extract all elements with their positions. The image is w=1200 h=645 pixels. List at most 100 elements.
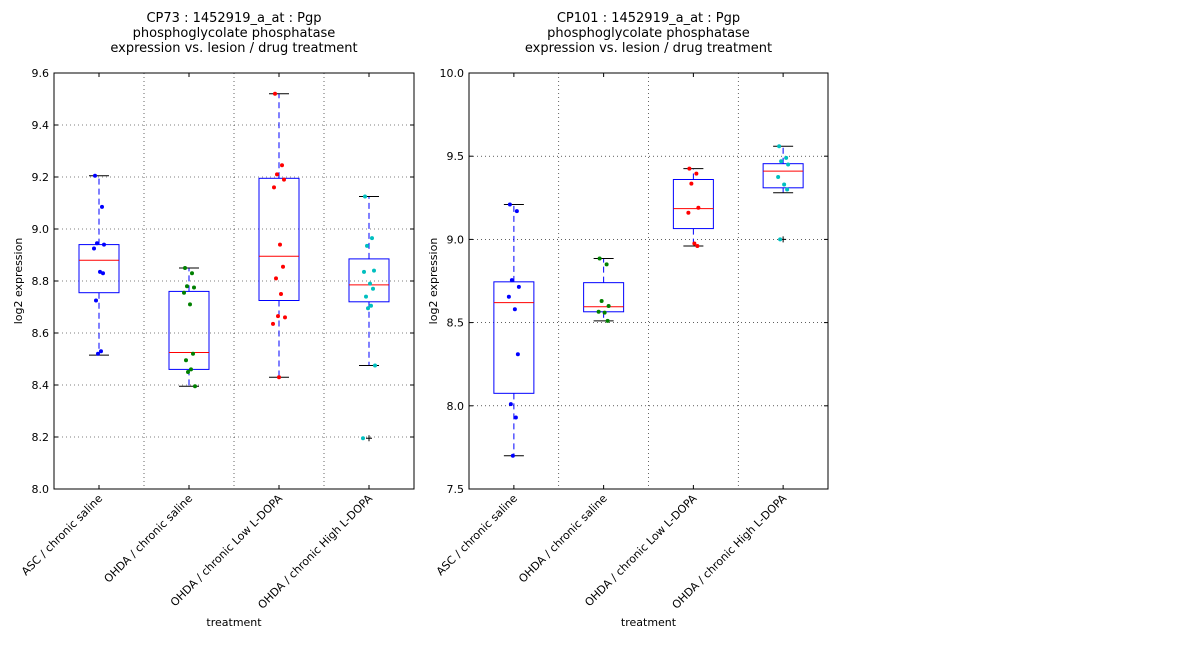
data-point: [686, 210, 691, 215]
box-group-4: [762, 144, 804, 243]
data-point: [361, 436, 365, 441]
data-point: [274, 276, 278, 281]
chart-title-line: phosphoglycolate phosphatase: [547, 26, 750, 41]
data-point: [778, 237, 783, 242]
data-point: [597, 256, 602, 261]
box-iqr: [258, 177, 300, 301]
y-tick-label: 8.4: [32, 379, 50, 392]
x-tick-label: OHDA / chronic saline: [102, 492, 196, 586]
data-point: [278, 242, 282, 247]
data-point: [516, 284, 521, 289]
data-point: [687, 166, 692, 171]
data-point: [362, 269, 366, 274]
data-point: [776, 175, 781, 179]
data-point: [277, 375, 281, 380]
box-group-2: [583, 256, 625, 323]
data-point: [689, 181, 694, 186]
data-point: [102, 242, 106, 247]
data-point: [366, 306, 370, 311]
x-tick-label: ASC / chronic saline: [19, 492, 105, 578]
data-point: [785, 187, 790, 192]
data-point: [183, 266, 187, 270]
data-point: [606, 303, 611, 308]
chart-title-line: CP101 : 1452919_a_at : Pgp: [557, 11, 740, 26]
data-point: [368, 281, 372, 286]
data-point: [515, 352, 520, 357]
data-point: [93, 173, 97, 178]
y-axis-label: log2 expression: [12, 238, 25, 325]
data-point: [188, 302, 192, 307]
data-point: [596, 309, 601, 314]
data-point: [271, 321, 275, 326]
y-axis-label: log2 expression: [427, 238, 440, 325]
data-point: [514, 209, 519, 214]
data-point: [507, 202, 512, 207]
data-point: [365, 243, 369, 248]
data-point: [605, 318, 610, 323]
data-point: [604, 262, 609, 267]
box-group-4: [348, 194, 390, 442]
data-point: [279, 292, 283, 296]
data-point: [777, 144, 782, 149]
data-point: [602, 310, 607, 315]
data-point: [506, 294, 511, 299]
y-tick-label: 9.0: [447, 233, 465, 246]
chart-title-line: expression vs. lesion / drug treatment: [525, 41, 772, 56]
data-point: [692, 241, 697, 246]
data-point: [191, 351, 195, 356]
y-tick-label: 8.5: [447, 317, 465, 330]
data-point: [276, 314, 280, 319]
data-point: [779, 159, 784, 164]
data-point: [363, 194, 367, 199]
y-tick-label: 8.2: [32, 431, 50, 444]
data-point: [371, 286, 375, 291]
y-tick-label: 7.5: [447, 483, 465, 496]
box-iqr: [78, 244, 120, 294]
chart-title-line: CP73 : 1452919_a_at : Pgp: [146, 11, 321, 26]
box-group-3: [672, 166, 714, 249]
data-point: [101, 271, 105, 276]
y-tick-label: 8.0: [447, 400, 465, 413]
data-point: [696, 205, 701, 210]
box-iqr: [672, 178, 714, 230]
data-point: [364, 294, 368, 299]
plot-frame: [53, 72, 415, 490]
data-point: [282, 177, 286, 182]
data-point: [190, 271, 194, 276]
y-tick-label: 9.2: [32, 171, 50, 184]
data-point: [695, 244, 700, 249]
x-axis-label: treatment: [621, 616, 677, 629]
box-group-1: [493, 202, 535, 458]
data-point: [373, 363, 377, 368]
plot-frame: [468, 72, 829, 490]
data-point: [782, 182, 787, 187]
data-point: [283, 315, 287, 320]
data-point: [185, 284, 189, 289]
data-point: [508, 402, 513, 407]
data-point: [186, 370, 190, 374]
data-point: [273, 91, 277, 96]
x-tick-label: OHDA / chronic saline: [516, 492, 610, 586]
data-point: [369, 303, 373, 308]
data-point: [189, 367, 193, 372]
data-point: [98, 269, 102, 274]
data-point: [272, 185, 276, 190]
y-tick-label: 8.8: [32, 275, 50, 288]
y-tick-label: 8.0: [32, 483, 50, 496]
x-axis-label: treatment: [206, 616, 262, 629]
data-point: [100, 204, 104, 209]
data-point: [96, 351, 100, 356]
y-tick-label: 9.5: [447, 150, 465, 163]
box-group-3: [258, 91, 300, 380]
data-point: [95, 241, 99, 246]
data-point: [94, 298, 98, 303]
y-tick-label: 9.4: [32, 119, 50, 132]
y-tick-label: 10.0: [440, 67, 465, 80]
data-point: [281, 264, 285, 269]
chart-panel-1: CP73 : 1452919_a_at : Pgpphosphoglycolat…: [12, 11, 415, 629]
data-point: [280, 163, 284, 168]
box-iqr: [762, 163, 804, 189]
data-point: [512, 307, 517, 312]
chart-title-line: expression vs. lesion / drug treatment: [110, 41, 357, 56]
